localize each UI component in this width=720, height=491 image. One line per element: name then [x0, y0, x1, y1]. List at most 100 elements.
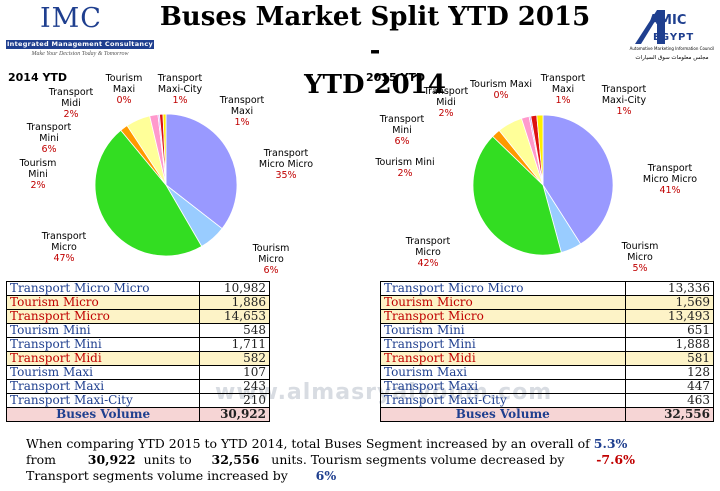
- table-row: Transport Micro Micro 10,982: [5, 281, 270, 296]
- page-title: Buses Market Split YTD 2015 - YTD 2014: [150, 0, 600, 102]
- table-total-label: Buses Volume: [380, 407, 626, 422]
- chart-2015-title: 2015 YTD: [366, 71, 426, 84]
- table-cell-segment: Tourism Mini: [380, 323, 626, 338]
- table-cell-segment: Transport Maxi-City: [5, 393, 201, 408]
- table-cell-volume: 463: [624, 393, 715, 408]
- table-row: Transport Maxi 447: [380, 379, 715, 394]
- table-cell-volume: 107: [199, 365, 270, 380]
- table-row: Tourism Micro 1,569: [380, 295, 715, 310]
- pie-slice-transport-micro: [472, 135, 562, 256]
- table-cell-volume: 13,493: [624, 309, 715, 324]
- table-row: Transport Micro 14,653: [5, 309, 270, 324]
- label-2014-transport-mini: Transport Mini 6%: [26, 122, 72, 155]
- amic-full-name: Automotive Marketing Information Council: [630, 46, 715, 51]
- page-title-line1: Buses Market Split YTD 2015 -: [159, 2, 591, 66]
- table-total-label: Buses Volume: [5, 407, 201, 422]
- table-row: Tourism Mini 548: [5, 323, 270, 338]
- table-total-value: 30,922: [199, 407, 270, 422]
- summary-transport-change: 6%: [315, 468, 337, 483]
- label-2015-transport-micro-micro: Transport Micro Micro 41%: [642, 163, 698, 196]
- page-title-line2: YTD 2014: [304, 70, 446, 100]
- label-2015-tourism-micro: Tourism Micro 5%: [621, 241, 659, 274]
- table-row: Transport Mini 1,888: [380, 337, 715, 352]
- volume-table-2015-body: Transport Micro Micro 13,336 Tourism Micro…: [380, 281, 715, 422]
- table-cell-segment: Tourism Maxi: [380, 365, 626, 380]
- summary-line2: from 30,922 units to 32,556 units. Touri…: [26, 452, 635, 467]
- label-2015-transport-midi: Transport Midi 2%: [423, 86, 469, 119]
- volume-table-2014-body: Transport Micro Micro 10,982 Tourism Micro…: [5, 281, 270, 422]
- label-2015-tourism-maxi: Tourism Maxi 0%: [469, 79, 533, 101]
- imc-tagline: Make Your Decision Today & Tomorrow: [31, 51, 129, 57]
- table-cell-volume: 581: [624, 351, 715, 366]
- label-2014-transport-micro-micro: Transport Micro Micro 35%: [258, 148, 314, 181]
- table-cell-segment: Transport Micro Micro: [380, 281, 626, 296]
- pie-chart-2014: [94, 113, 238, 257]
- label-2015-transport-mini: Transport Mini 6%: [379, 114, 425, 147]
- label-2014-tourism-mini: Tourism Mini 2%: [19, 158, 57, 191]
- label-2015-transport-micro: Transport Micro 42%: [405, 236, 451, 269]
- summary-line3: Transport segments volume increased by 6…: [26, 468, 337, 483]
- summary-text: When comparing YTD 2015 to YTD 2014, tot…: [26, 436, 716, 484]
- imc-logo-band: Integrated Management Consultancy: [6, 40, 154, 49]
- table-cell-volume: 13,336: [624, 281, 715, 296]
- table-row: Transport Micro 13,493: [380, 309, 715, 324]
- label-2014-transport-maxi: Transport Maxi 1%: [219, 95, 265, 128]
- label-2015-tourism-mini: Tourism Mini 2%: [375, 157, 435, 179]
- table-cell-volume: 548: [199, 323, 270, 338]
- pie-slice-transport-micro-micro: [165, 113, 238, 230]
- table-row: Transport Midi 581: [380, 351, 715, 366]
- pie-slice-transport-maxi-city: [536, 114, 544, 186]
- amic-logo: AMIC EGYPT Automotive Marketing Informat…: [630, 10, 715, 61]
- table-total-row: Buses Volume 32,556: [380, 407, 715, 422]
- table-cell-segment: Transport Mini: [380, 337, 626, 352]
- table-row: Transport Midi 582: [5, 351, 270, 366]
- summary-overall-change: 5.3%: [593, 436, 628, 451]
- table-cell-volume: 128: [624, 365, 715, 380]
- table-cell-segment: Tourism Micro: [380, 295, 626, 310]
- table-cell-volume: 651: [624, 323, 715, 338]
- pie-slice-transport-micro: [94, 129, 203, 257]
- table-cell-volume: 1,886: [199, 295, 270, 310]
- table-row: Transport Maxi 243: [5, 379, 270, 394]
- summary-volume-2014: 30,922: [87, 452, 136, 467]
- table-cell-segment: Tourism Maxi: [5, 365, 201, 380]
- pie-chart-2015: [472, 114, 614, 256]
- table-cell-volume: 1,569: [624, 295, 715, 310]
- table-row: Transport Mini 1,711: [5, 337, 270, 352]
- amic-country: EGYPT: [653, 32, 694, 43]
- table-cell-volume: 243: [199, 379, 270, 394]
- table-total-row: Buses Volume 30,922: [5, 407, 270, 422]
- table-row: Tourism Mini 651: [380, 323, 715, 338]
- summary-volume-2015: 32,556: [211, 452, 260, 467]
- table-cell-segment: Transport Midi: [380, 351, 626, 366]
- table-cell-segment: Transport Micro: [380, 309, 626, 324]
- table-cell-volume: 447: [624, 379, 715, 394]
- table-cell-volume: 1,711: [199, 337, 270, 352]
- summary-line1: When comparing YTD 2015 to YTD 2014, tot…: [26, 436, 628, 451]
- table-cell-segment: Transport Micro: [5, 309, 201, 324]
- table-row: Transport Maxi-City 463: [380, 393, 715, 408]
- imc-logo-text: IMC: [40, 3, 102, 34]
- table-cell-volume: 210: [199, 393, 270, 408]
- label-2014-transport-midi: Transport Midi 2%: [48, 87, 94, 120]
- table-cell-segment: Transport Micro Micro: [5, 281, 201, 296]
- pie-slice-transport-maxi-city: [162, 113, 167, 186]
- table-cell-segment: Transport Maxi: [5, 379, 201, 394]
- table-cell-volume: 10,982: [199, 281, 270, 296]
- amic-name: AMIC: [649, 13, 686, 28]
- table-cell-volume: 14,653: [199, 309, 270, 324]
- table-row: Transport Micro Micro 13,336: [380, 281, 715, 296]
- label-2014-tourism-micro: Tourism Micro 6%: [252, 243, 290, 276]
- label-2015-transport-maxi-city: Transport Maxi-City 1%: [601, 84, 647, 117]
- label-2014-transport-maxi-city: Transport Maxi-City 1%: [157, 73, 203, 106]
- table-cell-segment: Tourism Mini: [5, 323, 201, 338]
- table-row: Tourism Micro 1,886: [5, 295, 270, 310]
- label-2014-tourism-maxi: Tourism Maxi 0%: [105, 73, 143, 106]
- label-2015-transport-maxi: Transport Maxi 1%: [540, 73, 586, 106]
- amic-arabic-name: مجلس معلومات سوق السيارات: [635, 55, 708, 61]
- table-cell-segment: Transport Midi: [5, 351, 201, 366]
- label-2014-transport-micro: Transport Micro 47%: [41, 231, 87, 264]
- table-cell-segment: Transport Maxi-City: [380, 393, 626, 408]
- table-row: Tourism Maxi 107: [5, 365, 270, 380]
- table-row: Tourism Maxi 128: [380, 365, 715, 380]
